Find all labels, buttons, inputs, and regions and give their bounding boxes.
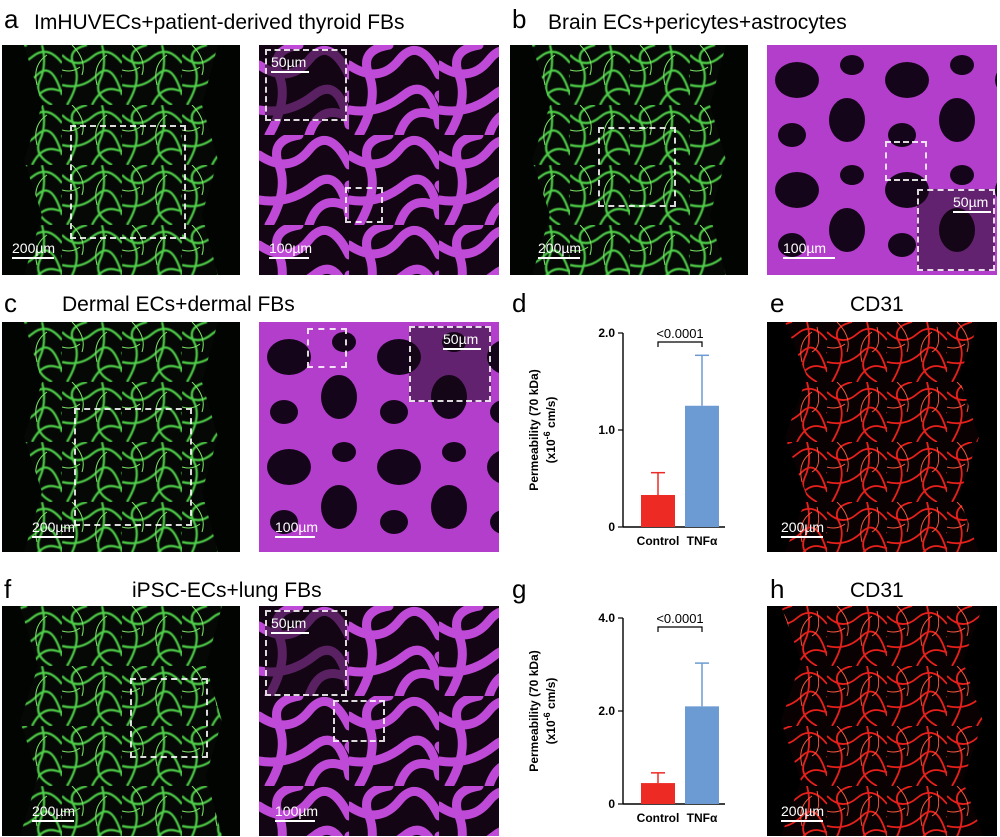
scale-bar-e-main: 200µm — [781, 519, 825, 538]
scale-label: 100µm — [275, 803, 319, 819]
x-category-label: Control — [637, 534, 680, 548]
micrograph-c-zoom: 50µm 100µm — [259, 322, 499, 552]
scale-bar-a-main: 200µm — [12, 240, 56, 259]
scale-label: 100µm — [275, 519, 319, 535]
y-tick-label: 1.0 — [598, 423, 615, 437]
inset-box-f — [265, 610, 347, 696]
detail-box-a — [345, 187, 383, 223]
scale-bar-f-zoom: 100µm — [275, 803, 319, 822]
inset-box-a — [265, 49, 347, 121]
y-axis-label: Permeability (70 kDa) — [527, 369, 541, 490]
scale-bar-c-inset: 50µm — [443, 332, 481, 350]
scale-bar-a-inset: 50µm — [271, 55, 309, 73]
scale-label: 50µm — [443, 331, 479, 347]
detail-box-b — [885, 141, 927, 181]
chart-d: 0 1.0 2.0 Permeability (70 kDa) (x10-6 cm/s)… — [527, 326, 725, 548]
micrograph-b-zoom: 50µm 100µm — [767, 45, 997, 275]
panel-label-a: a — [4, 4, 19, 34]
panel-title-b: Brain ECs+pericytes+astrocytes — [548, 11, 847, 34]
x-category-label: TNFα — [687, 811, 718, 825]
scale-label: 100µm — [783, 240, 827, 256]
scale-label: 50µm — [953, 194, 989, 210]
scale-bar-h-main: 200µm — [781, 803, 825, 822]
zoom-region-box-f — [130, 678, 208, 758]
detail-box-c — [307, 328, 347, 368]
micrograph-b-overview: 200µm — [510, 45, 748, 275]
scale-bar-c-main: 200µm — [32, 519, 76, 538]
micrograph-f-zoom: 50µm 100µm — [259, 606, 499, 836]
micrograph-h-cd31: 200µm — [767, 606, 997, 836]
scale-label: 100µm — [269, 240, 313, 256]
scale-bar-f-inset: 50µm — [271, 616, 309, 634]
panel-label-d: d — [512, 288, 527, 318]
detail-box-f — [333, 700, 385, 742]
scale-label: 200µm — [32, 519, 76, 535]
chart-g: 0 2.0 4.0 Permeability (70 kDa) (x10-6 cm/s)… — [527, 611, 725, 825]
y-axis-label: Permeability (70 kDa) — [527, 650, 541, 771]
panel-title-f: iPSC-ECs+lung FBs — [132, 579, 322, 602]
zoom-region-box-b — [598, 127, 676, 207]
scale-label: 200µm — [781, 803, 825, 819]
micrograph-f-overview: 200µm — [2, 606, 240, 836]
panel-title-e: CD31 — [850, 293, 904, 316]
scale-bar-c-zoom: 100µm — [275, 519, 319, 538]
scale-label: 200µm — [32, 803, 76, 819]
scale-label: 200µm — [781, 519, 825, 535]
panel-label-f: f — [4, 574, 12, 604]
y-tick-label: 2.0 — [598, 326, 615, 340]
scale-label: 50µm — [271, 615, 307, 631]
panel-label-e: e — [770, 288, 785, 318]
bar-tnfα — [685, 405, 719, 527]
panel-title-c: Dermal ECs+dermal FBs — [62, 293, 295, 316]
x-category-label: TNFα — [687, 534, 718, 548]
y-tick-label: 0 — [608, 797, 615, 811]
panel-title-a: ImHUVECs+patient-derived thyroid FBs — [34, 11, 405, 34]
panel-label-c: c — [4, 288, 17, 318]
scale-bar-b-main: 200µm — [538, 240, 582, 259]
significance-bracket — [657, 341, 703, 347]
panel-label-b: b — [512, 4, 527, 34]
significance-bracket — [657, 626, 703, 632]
inset-box-c — [409, 326, 491, 402]
micrograph-a-zoom: 50µm 100µm — [259, 45, 499, 275]
zoom-region-box-c — [74, 408, 192, 526]
panel-label-h: h — [770, 574, 785, 604]
micrograph-e-cd31: 200µm — [767, 322, 997, 552]
y-axis-label-units: (x10-6 cm/s) — [542, 397, 558, 464]
zoom-region-box-a — [70, 125, 186, 239]
x-category-label: Control — [637, 811, 680, 825]
inset-box-b — [917, 189, 995, 271]
p-value-label: <0.0001 — [656, 326, 703, 341]
p-value-label: <0.0001 — [656, 611, 703, 626]
panel-title-h: CD31 — [850, 579, 904, 602]
bar-tnfα — [685, 706, 719, 804]
bar-control — [641, 494, 675, 527]
panel-label-g: g — [512, 574, 527, 604]
y-axis-label-units: (x10-6 cm/s) — [542, 678, 558, 745]
y-tick-label: 2.0 — [598, 704, 615, 718]
y-tick-label: 4.0 — [598, 611, 615, 625]
scale-label: 200µm — [538, 240, 582, 256]
y-tick-label: 0 — [608, 520, 615, 534]
scale-label: 50µm — [271, 54, 307, 70]
micrograph-a-overview: 200µm — [2, 45, 240, 275]
micrograph-c-overview: 200µm — [2, 322, 240, 552]
scale-label: 200µm — [12, 240, 56, 256]
bar-control — [641, 783, 675, 804]
scale-bar-b-inset: 50µm — [953, 195, 991, 213]
scale-bar-b-zoom: 100µm — [783, 241, 835, 259]
scale-bar-f-main: 200µm — [32, 803, 76, 822]
scale-bar-a-zoom: 100µm — [269, 240, 313, 259]
